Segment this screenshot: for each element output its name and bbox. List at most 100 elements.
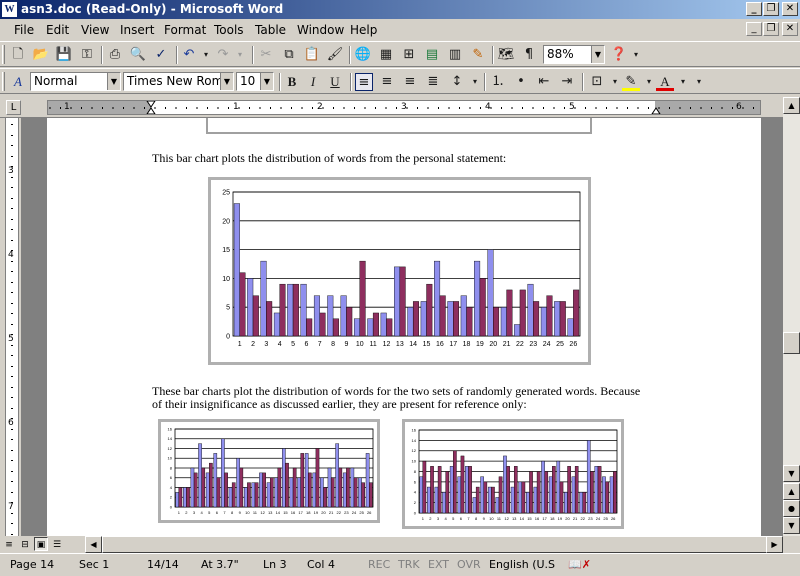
justify-icon[interactable]: ≣ <box>427 74 439 89</box>
font-combo[interactable]: Times New Roman ▼ <box>123 72 234 91</box>
menu-view[interactable]: View <box>81 23 110 37</box>
status-ext[interactable]: EXT <box>428 558 450 571</box>
status-line[interactable]: Ln 3 <box>263 558 287 571</box>
decrease-indent-icon[interactable]: ⇤ <box>538 74 550 89</box>
right-indent-marker[interactable] <box>651 107 661 114</box>
new-document-icon[interactable]: 🗋 <box>12 47 24 62</box>
horizontal-scroll-thumb[interactable] <box>102 536 770 553</box>
print-preview-icon[interactable]: 🔍 <box>129 47 147 62</box>
borders-icon[interactable]: ⊡ <box>591 74 603 89</box>
chart-personal-statement[interactable]: 0 5 10 15 20 25 1 2 3 4 5 6 7 8 9 10 11 12 13 14 15 16 17 18 19 2… <box>208 177 591 365</box>
vertical-ruler-band[interactable] <box>5 118 19 536</box>
font-dropdown-icon[interactable]: ▼ <box>220 73 233 90</box>
vertical-ruler[interactable]: 3 4 5 6 7 <box>0 118 22 536</box>
open-folder-icon[interactable]: 📂 <box>32 47 50 62</box>
menu-format[interactable]: Format <box>164 23 207 37</box>
font-color-icon[interactable]: A <box>656 73 674 91</box>
align-left-icon[interactable]: ≡ <box>355 73 373 91</box>
font-color-dropdown-icon[interactable]: ▾ <box>680 77 685 86</box>
undo-dropdown-icon[interactable]: ▾ <box>203 50 208 59</box>
redo-dropdown-icon[interactable]: ▾ <box>237 50 242 59</box>
increase-indent-icon[interactable]: ⇥ <box>561 74 573 89</box>
scroll-up-button[interactable]: ▲ <box>783 97 800 114</box>
spelling-status-icon[interactable]: 📖✗ <box>568 558 591 571</box>
status-column[interactable]: Col 4 <box>307 558 335 571</box>
document-map-icon[interactable]: 🗺 <box>497 47 515 62</box>
line-spacing-icon[interactable]: ↕ <box>451 74 463 89</box>
horizontal-ruler[interactable]: L 1 1 2 3 4 5 6 <box>0 97 800 118</box>
first-line-indent-marker[interactable] <box>146 101 156 108</box>
zoom-dropdown-icon[interactable]: ▼ <box>591 46 604 63</box>
style-dropdown-icon[interactable]: ▼ <box>107 73 120 90</box>
menu-edit[interactable]: Edit <box>46 23 70 37</box>
web-layout-view-button[interactable]: ⊟ <box>21 540 29 550</box>
scroll-left-button[interactable]: ◀ <box>85 536 102 553</box>
outline-view-button[interactable]: ☰ <box>52 540 62 550</box>
minimize-button[interactable]: _ <box>746 2 762 16</box>
help-icon[interactable]: ❓ <box>610 47 628 62</box>
status-ovr[interactable]: OVR <box>457 558 481 571</box>
hyperlink-icon[interactable]: 🌐 <box>354 47 372 62</box>
borders-dropdown-icon[interactable]: ▾ <box>612 77 617 86</box>
toolbar-grip[interactable] <box>2 45 5 64</box>
status-page-count[interactable]: 14/14 <box>147 558 179 571</box>
previous-page-button[interactable]: ▲ <box>783 483 800 500</box>
highlight-dropdown-icon[interactable]: ▾ <box>646 77 651 86</box>
hanging-indent-marker[interactable] <box>146 107 156 114</box>
insert-excel-icon[interactable]: ▤ <box>425 47 439 62</box>
scroll-right-button[interactable]: ▶ <box>766 536 783 553</box>
highlight-icon[interactable]: ✎ <box>622 73 640 91</box>
document-page[interactable]: This bar chart plots the distribution of… <box>47 118 761 536</box>
print-icon[interactable]: ⎙ <box>109 47 121 62</box>
show-hide-icon[interactable]: ¶ <box>524 47 534 62</box>
chart-random-set-2[interactable]: 0 2 4 6 8 10 12 14 16 1 2 3 4 5 6 7 8 9 10 11 12 13 14 15 16 17 18… <box>402 419 624 529</box>
vertical-scrollbar[interactable]: ▲ ▼ ▲ ● ▼ <box>783 97 800 536</box>
print-layout-view-button[interactable]: ▣ <box>34 537 48 551</box>
menu-table[interactable]: Table <box>255 23 287 37</box>
word-app-icon[interactable]: W <box>2 2 17 17</box>
redo-icon[interactable]: ↷ <box>217 47 229 62</box>
scroll-down-button[interactable]: ▼ <box>783 465 800 482</box>
menu-tools[interactable]: Tools <box>214 23 244 37</box>
style-combo[interactable]: Normal ▼ <box>30 72 121 91</box>
save-icon[interactable]: 💾 <box>55 47 73 62</box>
italic-button[interactable]: I <box>310 74 316 89</box>
document-area[interactable]: This bar chart plots the distribution of… <box>22 118 783 536</box>
permission-icon[interactable]: ⚿ <box>82 47 92 62</box>
normal-view-button[interactable]: ≡ <box>5 540 13 550</box>
doc-minimize-button[interactable]: _ <box>746 22 762 36</box>
status-page[interactable]: Page 14 <box>10 558 55 571</box>
line-spacing-dropdown-icon[interactable]: ▾ <box>472 77 477 86</box>
menu-window[interactable]: Window <box>297 23 345 37</box>
styles-formatting-icon[interactable]: A <box>14 74 22 89</box>
format-painter-icon[interactable]: 🖌 <box>326 47 344 62</box>
toolbar-grip[interactable] <box>2 72 5 91</box>
paragraph-random-words[interactable]: These bar charts plot the distribution o… <box>152 384 641 411</box>
select-browse-object-button[interactable]: ● <box>783 500 800 517</box>
cut-icon[interactable]: ✂ <box>260 47 272 62</box>
menu-file[interactable]: File <box>14 23 35 37</box>
zoom-combo[interactable]: 88% ▼ <box>543 45 605 64</box>
drawing-icon[interactable]: ✎ <box>472 47 484 62</box>
menu-help[interactable]: Help <box>350 23 378 37</box>
restore-button[interactable]: ❐ <box>763 2 779 16</box>
paragraph-personal-statement[interactable]: This bar chart plots the distribution of… <box>152 151 507 165</box>
spelling-icon[interactable]: ✓ <box>155 47 167 62</box>
status-position[interactable]: At 3.7" <box>201 558 239 571</box>
tab-selector[interactable]: L <box>6 100 21 115</box>
next-page-button[interactable]: ▼ <box>783 517 800 534</box>
paste-icon[interactable]: 📋 <box>303 47 321 62</box>
doc-restore-button[interactable]: ❐ <box>763 22 779 36</box>
insert-table-icon[interactable]: ⊞ <box>403 47 415 62</box>
font-size-combo[interactable]: 10 ▼ <box>236 72 274 91</box>
horizontal-scroll-track[interactable]: ◀ ▶ <box>85 536 783 553</box>
underline-button[interactable]: U <box>330 74 340 89</box>
toolbar-options-icon[interactable]: ▾ <box>633 50 638 59</box>
bold-button[interactable]: B <box>287 74 297 89</box>
status-section[interactable]: Sec 1 <box>79 558 110 571</box>
copy-icon[interactable]: ⧉ <box>284 47 294 62</box>
font-size-dropdown-icon[interactable]: ▼ <box>260 73 273 90</box>
align-center-icon[interactable]: ≡ <box>381 74 393 89</box>
doc-close-button[interactable]: ✕ <box>782 22 798 36</box>
toolbar-options-icon[interactable]: ▾ <box>696 77 701 86</box>
